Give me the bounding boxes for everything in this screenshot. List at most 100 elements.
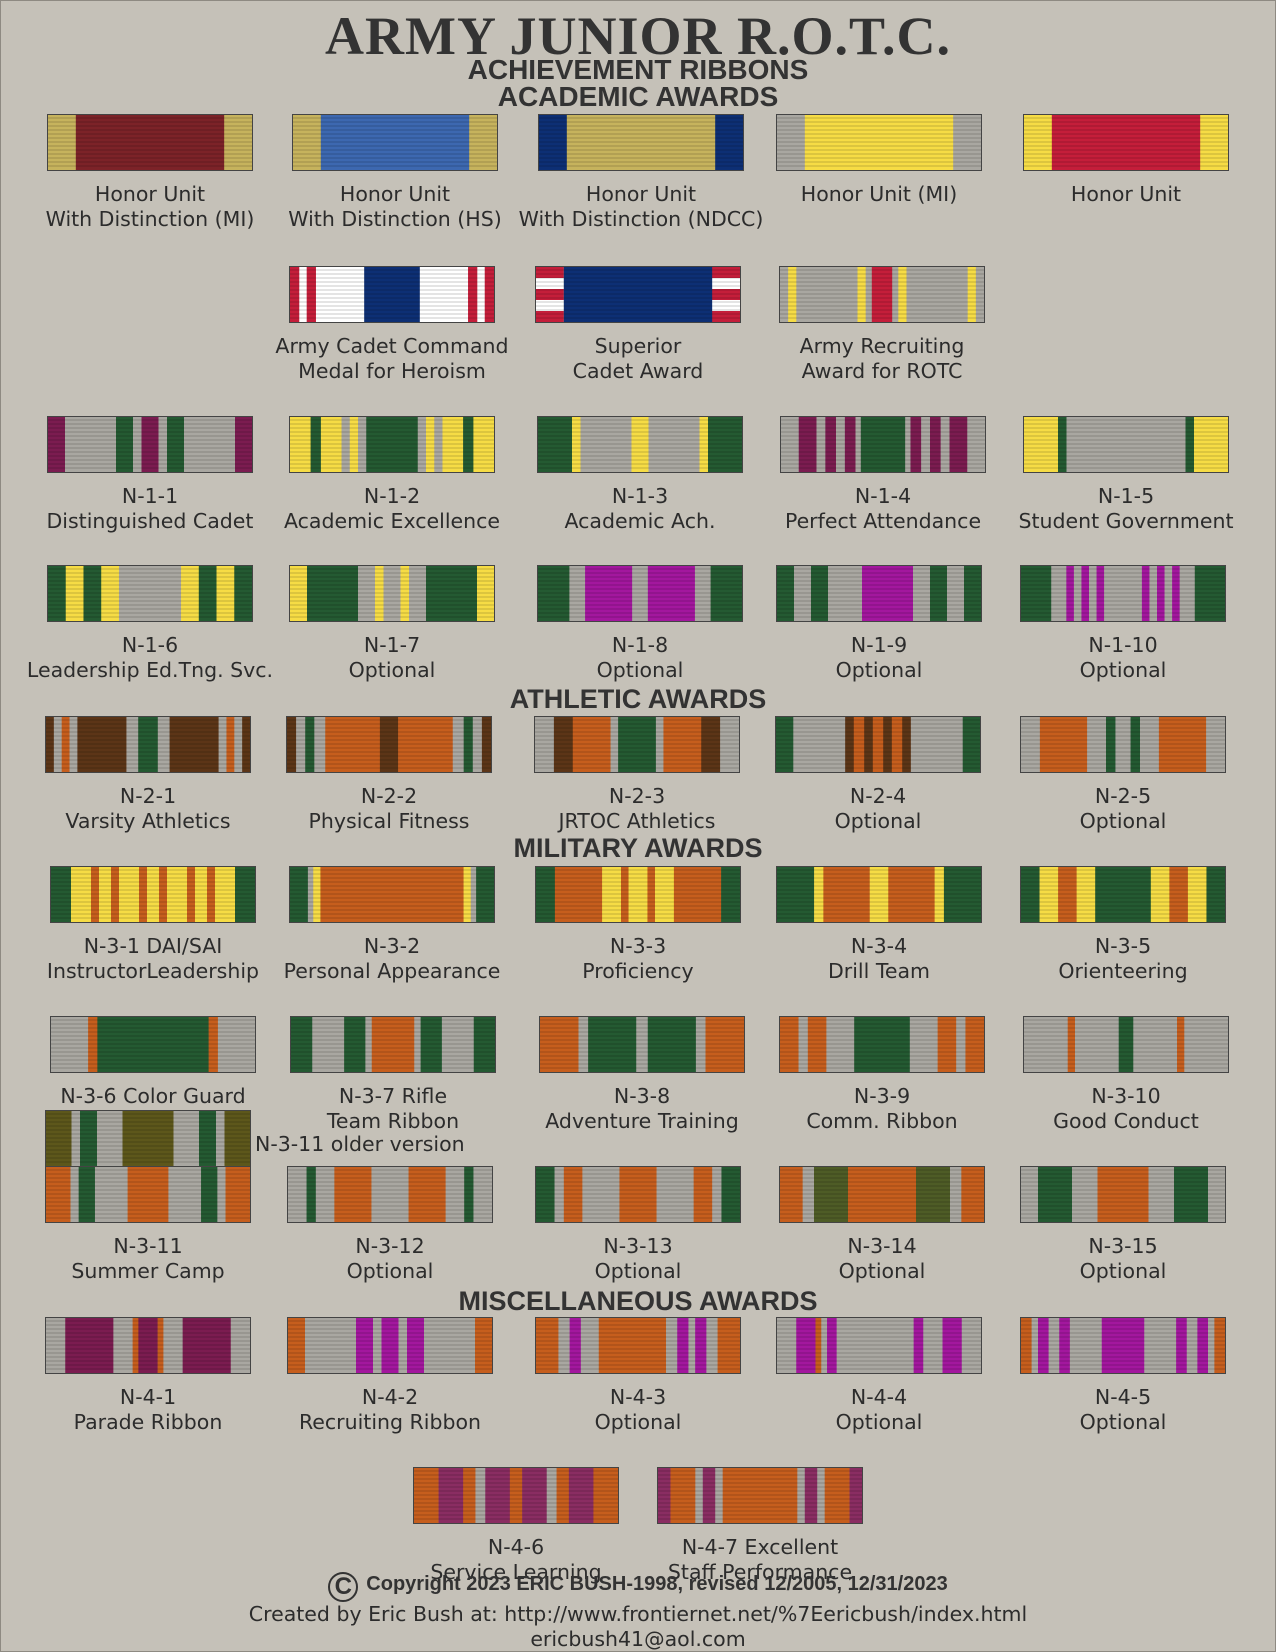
ribbon-n-3-15 [1020, 1166, 1226, 1223]
ribbon-caption-line: Honor Unit [94, 182, 206, 206]
ribbon-stripe [722, 1468, 798, 1523]
ribbon-caption-line: Drill Team [828, 959, 930, 983]
ribbon-stripe [814, 1167, 849, 1222]
ribbon-stripe [712, 267, 740, 278]
ribbon-stripe [481, 717, 491, 772]
ribbon-stripe [1059, 1318, 1071, 1373]
ribbon-caption-line: N-4-6 [487, 1535, 545, 1559]
ribbon-stripe [872, 717, 884, 772]
ribbon-stripe [780, 1167, 803, 1222]
ribbon-stripe [871, 267, 893, 322]
ribbon-caption-line: Medal for Heroism [298, 359, 486, 383]
ribbon-stripe [869, 867, 889, 922]
ribbon-stripe [546, 1468, 557, 1523]
ribbon-stripe [358, 417, 367, 472]
ribbon-stripe [452, 717, 464, 772]
ribbon-stripes [777, 867, 981, 922]
ribbon-stripes [1021, 1318, 1225, 1373]
ribbon-stripe [777, 115, 806, 170]
ribbon-n-3-11-old [45, 1110, 251, 1167]
ribbon-stripe [398, 1318, 408, 1373]
ribbon-stripe [46, 717, 55, 772]
ribbon-stripe [967, 267, 977, 322]
ribbon-stripes [658, 1468, 862, 1523]
ribbon-stripe [417, 417, 427, 472]
ribbon-stripe [398, 717, 454, 772]
ribbon-stripe [77, 717, 127, 772]
ribbon-stripe [845, 717, 855, 772]
ribbon-stripe [580, 1318, 600, 1373]
ribbon-caption-line: Army Recruiting [799, 334, 965, 358]
ribbon-stripe [61, 717, 70, 772]
ribbon-stripe [1073, 566, 1082, 621]
ribbon-n-4-4 [776, 1317, 982, 1374]
ribbon-stripe [569, 566, 586, 621]
ribbon-stripes [1024, 115, 1228, 170]
ribbon-stripe [184, 417, 236, 472]
ribbon-stripe [315, 267, 365, 322]
ribbon-stripe [320, 115, 470, 170]
ribbon-n-1-5 [1023, 416, 1229, 473]
ribbon-caption-line: N-2-3 [608, 784, 666, 808]
ribbon-stripes [780, 1167, 984, 1222]
ribbon-stripe [147, 867, 160, 922]
ribbon-stripe [670, 1468, 696, 1523]
ribbon-caption-n-4-1: N-4-1 Parade Ribbon [13, 1385, 283, 1435]
ribbon-stripe [426, 566, 478, 621]
ribbon-stripe [717, 1318, 740, 1373]
ribbon-stripe [815, 1318, 822, 1373]
ribbon-stripes [536, 1318, 740, 1373]
ribbon-caption-n-2-3: N-2-3 JRTOC Athletics [502, 784, 772, 834]
ribbon-stripe [930, 417, 941, 472]
ribbon-stripe [48, 115, 77, 170]
ribbon-stripe [905, 417, 911, 472]
ribbon-caption-line: Optional [835, 658, 923, 682]
ribbon-caption-line: N-3-1 DAI/SAI [83, 934, 223, 958]
ribbon-stripe [126, 717, 139, 772]
ribbon-caption-line: N-1-4 [854, 484, 912, 508]
ribbon-stripe [1104, 566, 1143, 621]
ribbon-stripe [366, 417, 419, 472]
section-heading-military: MILITARY AWARDS [513, 833, 763, 863]
ribbon-stripes [48, 566, 252, 621]
ribbon-stripe [699, 417, 709, 472]
ribbon-stripe [313, 867, 321, 922]
ribbon-stripe [898, 267, 907, 322]
ribbon-stripe [334, 1167, 372, 1222]
ribbon-caption-line: Leadership Ed.Tng. Svc. [26, 658, 274, 682]
ribbon-stripe [218, 717, 227, 772]
ribbon-n-3-14 [779, 1166, 985, 1223]
ribbon-stripe [141, 417, 159, 472]
ribbon-stripe [1197, 1318, 1209, 1373]
ribbon-stripe [816, 417, 826, 472]
ribbon-stripe [857, 267, 866, 322]
ribbon-stripe [182, 1318, 232, 1373]
ribbon-stripe [828, 566, 863, 621]
ribbon-stripe [655, 717, 664, 772]
ribbon-caption-n-1-7: N-1-7 Optional [257, 633, 527, 683]
ribbon-stripe [1097, 1167, 1149, 1222]
ribbon-stripe [821, 1318, 828, 1373]
ribbon-caption-line: N-3-11 [113, 1234, 183, 1258]
ribbon-stripe [198, 566, 217, 621]
ribbon-stripe [695, 1017, 706, 1072]
ribbon-stripe [780, 1017, 799, 1072]
ribbon-caption-line: N-3-2 [363, 934, 421, 958]
ribbon-stripes [540, 1017, 744, 1072]
ribbon-caption-n-4-2: N-4-2 Recruiting Ribbon [255, 1385, 525, 1435]
ribbon-stripe [408, 1167, 446, 1222]
section-heading-academic: ACADEMIC AWARDS [497, 81, 779, 112]
ribbon-stripe [1038, 1167, 1073, 1222]
ribbon-stripe [688, 1318, 696, 1373]
ribbon-caption-line: N-1-9 [850, 633, 908, 657]
ribbon-stripe [705, 1017, 744, 1072]
ribbon-stripe [373, 1318, 382, 1373]
ribbon-n-1-6 [47, 565, 253, 622]
ribbon-stripe [888, 867, 935, 922]
ribbon-stripe [864, 717, 874, 772]
ribbon-caption-line: Student Government [1018, 509, 1234, 533]
ribbon-stripe [138, 717, 159, 772]
section-heading-athletic: ATHLETIC AWARDS [509, 684, 767, 714]
ribbon-stripe [712, 1167, 722, 1222]
ribbon-n-3-12 [287, 1166, 493, 1223]
